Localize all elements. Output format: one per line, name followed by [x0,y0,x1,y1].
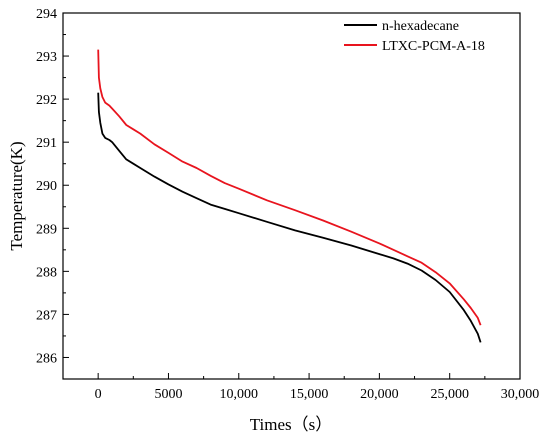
x-tick-label: 10,000 [220,387,259,402]
series-line-n-hexadecane [97,92,482,343]
y-axis-title: Temperature(K) [7,141,26,250]
series-layer [97,49,482,343]
legend: n-hexadecane LTXC-PCM-A-18 [344,19,485,54]
x-tick-label: 0 [95,387,102,402]
y-tick-label: 286 [36,351,57,366]
x-axis: 0 5000 10,000 15,000 20,000 25,000 30,000 [95,373,540,402]
legend-label-ltxc-pcm-a-18: LTXC-PCM-A-18 [382,39,485,54]
y-tick-label: 294 [36,7,57,22]
y-tick-label: 289 [36,222,57,237]
x-tick-label: 20,000 [360,387,399,402]
series-line-ltxc-pcm-a-18 [97,49,482,326]
x-axis-title: Times（s） [250,415,333,434]
legend-label-n-hexadecane: n-hexadecane [382,19,459,34]
y-tick-label: 292 [36,93,57,108]
y-tick-label: 290 [36,179,57,194]
y-tick-label: 293 [36,50,57,65]
y-tick-label: 288 [36,265,57,280]
plot-frame [62,12,521,380]
x-tick-label: 30,000 [501,387,540,402]
y-axis: 286 287 288 289 290 291 292 293 294 [36,7,69,380]
x-tick-label: 5000 [154,387,182,402]
y-tick-label: 287 [36,308,57,323]
x-tick-label: 15,000 [290,387,329,402]
y-tick-label: 291 [36,136,57,151]
x-tick-label: 25,000 [430,387,469,402]
